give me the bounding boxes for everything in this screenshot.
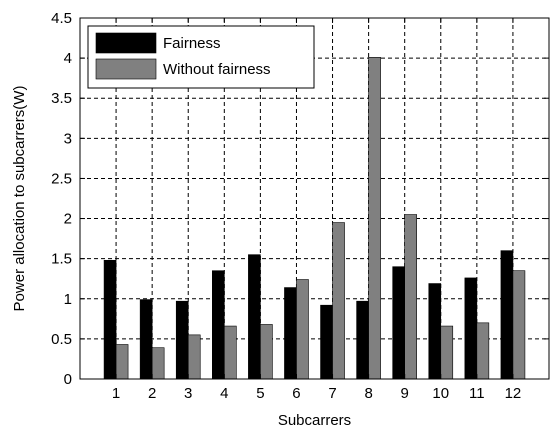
x-tick-label: 9 (401, 385, 409, 402)
bar-fairness (392, 266, 405, 380)
legend: Fairness Without fairness (87, 25, 315, 89)
bar-without-fairness (115, 344, 129, 380)
x-tick-label: 4 (220, 385, 228, 402)
x-tick-label: 6 (292, 385, 300, 402)
axis-ticks: 00.511.522.533.544.51 2 3 4 5 6 7 8 9 10 11 12 (51, 10, 549, 402)
x-tick-label: 1 (112, 385, 120, 402)
x-tick-label: 8 (364, 385, 372, 402)
legend-swatch-without-fairness (95, 58, 157, 80)
bar-fairness (464, 277, 478, 380)
y-tick-label: 4.5 (51, 10, 72, 27)
bar-fairness (500, 250, 514, 380)
plot-area-frame (79, 17, 550, 380)
bar-without-fairness (512, 270, 526, 380)
bar-without-fairness (332, 222, 345, 380)
legend-label-without-fairness: Without fairness (163, 61, 271, 78)
bar-fairness (103, 259, 117, 380)
bar-without-fairness (260, 324, 273, 380)
bar-without-fairness (476, 322, 490, 380)
bar-without-fairness (151, 347, 165, 380)
legend-swatch-fairness (95, 32, 157, 54)
x-tick-label: 7 (328, 385, 336, 402)
bar-fairness (284, 287, 297, 380)
y-tick-label: 1 (64, 291, 72, 308)
x-tick-label: 5 (256, 385, 264, 402)
x-tick-label: 11 (469, 385, 485, 402)
x-tick-label: 2 (148, 385, 156, 402)
bar-without-fairness (224, 325, 237, 380)
y-axis-label: Power allocation to subcarrers(W) (11, 86, 28, 312)
bar-fairness (320, 304, 333, 380)
bar-without-fairness (187, 334, 201, 380)
bar-fairness (139, 299, 153, 380)
bar-without-fairness (368, 57, 381, 380)
bar-without-fairness (404, 214, 417, 380)
bar-fairness (428, 283, 442, 380)
y-tick-label: 3.5 (51, 90, 72, 107)
bar-fairness (356, 300, 369, 380)
x-tick-label: 3 (184, 385, 192, 402)
bar-without-fairness (440, 325, 454, 380)
bar-fairness (175, 300, 189, 380)
bar-fairness (212, 270, 225, 380)
y-tick-label: 1.5 (51, 251, 72, 268)
y-tick-label: 3 (64, 130, 72, 147)
x-tick-label: 10 (432, 385, 449, 402)
x-tick-label: 12 (505, 385, 522, 402)
y-tick-label: 4 (64, 50, 72, 67)
y-tick-label: 2 (64, 211, 72, 228)
bar-fairness (248, 254, 261, 380)
bar-without-fairness (296, 279, 309, 380)
x-axis-label: Subcarrers (278, 412, 351, 429)
y-tick-label: 0 (64, 371, 72, 388)
y-tick-label: 2.5 (51, 170, 72, 187)
bar-group (103, 57, 526, 380)
y-tick-label: 0.5 (51, 331, 72, 348)
legend-label-fairness: Fairness (163, 35, 221, 52)
